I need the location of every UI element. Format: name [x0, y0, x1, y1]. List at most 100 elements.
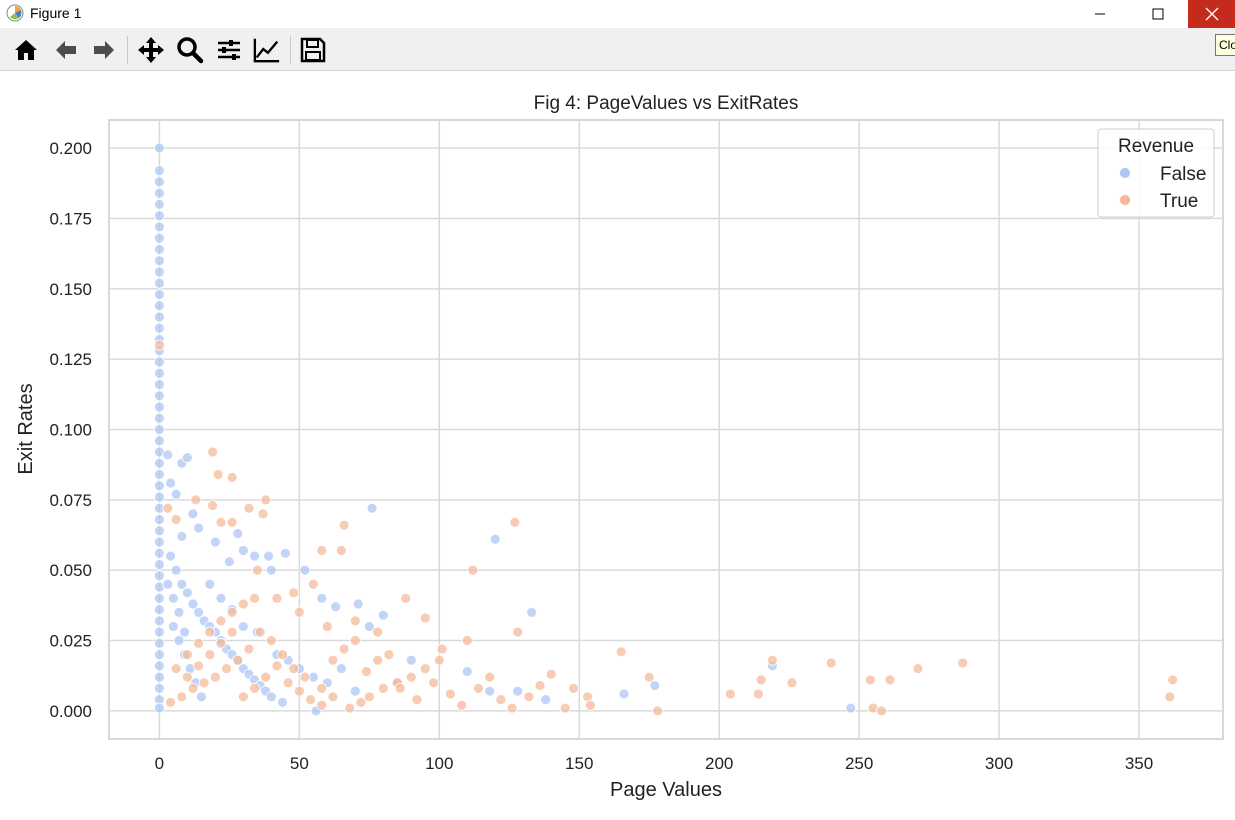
scatter-point	[153, 244, 165, 255]
scatter-point	[540, 694, 552, 706]
scatter-point	[165, 550, 176, 562]
scatter-point	[363, 691, 375, 703]
axes-edit-button[interactable]	[253, 36, 281, 64]
close-button[interactable]	[1188, 0, 1235, 28]
scatter-point	[153, 266, 165, 278]
scatter-point	[473, 682, 484, 694]
scatter-point	[876, 705, 887, 717]
figure-canvas[interactable]: 0 50 100 150 200 250 300 350 0.000 0.025 0.050 0.0…	[0, 71, 1235, 816]
pan-button[interactable]	[137, 36, 165, 64]
scatter-point	[181, 649, 193, 660]
scatter-point	[153, 412, 165, 424]
scatter-point	[461, 635, 473, 646]
y-tick-label: 0.175	[49, 209, 92, 228]
scatter-point	[512, 685, 524, 697]
scatter-point	[361, 666, 372, 677]
scatter-point	[173, 606, 185, 618]
legend-label-true: True	[1160, 191, 1198, 212]
scatter-point	[153, 649, 165, 660]
scatter-point	[265, 635, 277, 646]
scatter-point	[249, 592, 260, 604]
scatter-point	[198, 677, 210, 689]
scatter-point	[355, 697, 367, 708]
scatter-point	[153, 165, 165, 177]
scatter-point	[445, 688, 456, 700]
scatter-point	[344, 702, 356, 714]
scatter-point	[277, 649, 288, 660]
home-icon	[15, 40, 37, 60]
scatter-point	[254, 626, 266, 638]
scatter-point	[349, 685, 361, 697]
scatter-point	[209, 671, 221, 683]
scatter-point	[153, 660, 165, 672]
scatter-point	[204, 626, 216, 638]
y-tick-label: 0.000	[49, 702, 92, 721]
scatter-point	[335, 663, 347, 675]
scatter-point	[512, 626, 524, 638]
scatter-point	[187, 508, 199, 520]
scatter-point	[845, 702, 857, 714]
scatter-point	[299, 671, 311, 683]
minimize-button[interactable]	[1072, 0, 1128, 28]
scatter-point	[221, 663, 232, 675]
scatter-point	[957, 657, 969, 669]
scatter-point	[153, 339, 165, 351]
home-button[interactable]	[12, 36, 40, 64]
scatter-point	[212, 469, 224, 480]
scatter-point	[195, 691, 207, 703]
scatter-point	[153, 435, 165, 447]
scatter-point	[153, 525, 165, 537]
x-tick-label: 250	[845, 754, 873, 773]
y-tick-label: 0.025	[49, 632, 92, 651]
scatter-point	[243, 643, 255, 655]
scatter-point	[153, 536, 165, 548]
scatter-point	[215, 615, 227, 627]
y-tick-label: 0.100	[49, 421, 92, 440]
scatter-point	[461, 666, 473, 677]
scatter-point	[484, 671, 496, 683]
scatter-point	[288, 587, 300, 599]
scatter-point	[237, 691, 249, 703]
scatter-point	[153, 289, 165, 300]
back-button[interactable]	[52, 36, 80, 64]
scatter-point	[193, 637, 204, 649]
scatter-point	[349, 615, 361, 627]
scatter-point	[263, 550, 274, 562]
scatter-point	[405, 671, 417, 683]
x-tick-label: 150	[565, 754, 593, 773]
forward-button[interactable]	[90, 36, 118, 64]
scatter-point	[153, 401, 165, 413]
scatter-point	[825, 657, 837, 669]
scatter-point	[428, 677, 440, 689]
scatter-point	[165, 697, 176, 708]
data-points	[153, 142, 1179, 717]
scatter-point	[419, 612, 431, 624]
scatter-point	[237, 598, 249, 610]
scatter-point	[400, 592, 412, 604]
scatter-point	[153, 390, 165, 402]
scatter-point	[338, 643, 350, 655]
matplotlib-app-icon	[6, 4, 24, 22]
scatter-point	[181, 671, 193, 683]
scatter-point	[237, 621, 249, 632]
scatter-point	[349, 635, 361, 646]
series-false-points	[153, 142, 857, 717]
scatter-point	[153, 457, 165, 469]
scatter-point	[316, 545, 328, 556]
x-tick-label: 300	[985, 754, 1013, 773]
scatter-point	[165, 477, 176, 489]
close-tooltip: Close	[1215, 34, 1235, 56]
scatter-point	[1167, 674, 1179, 686]
zoom-button[interactable]	[176, 36, 204, 64]
scatter-point	[394, 682, 406, 694]
maximize-button[interactable]	[1130, 0, 1186, 28]
subplots-button[interactable]	[215, 36, 243, 64]
scatter-point	[153, 210, 165, 222]
scatter-point	[1164, 691, 1176, 703]
scatter-point	[436, 643, 448, 655]
pan-icon	[138, 37, 164, 63]
scatter-point	[724, 688, 736, 700]
save-button[interactable]	[299, 36, 327, 64]
scatter-point	[207, 446, 218, 458]
scatter-point	[293, 685, 305, 697]
